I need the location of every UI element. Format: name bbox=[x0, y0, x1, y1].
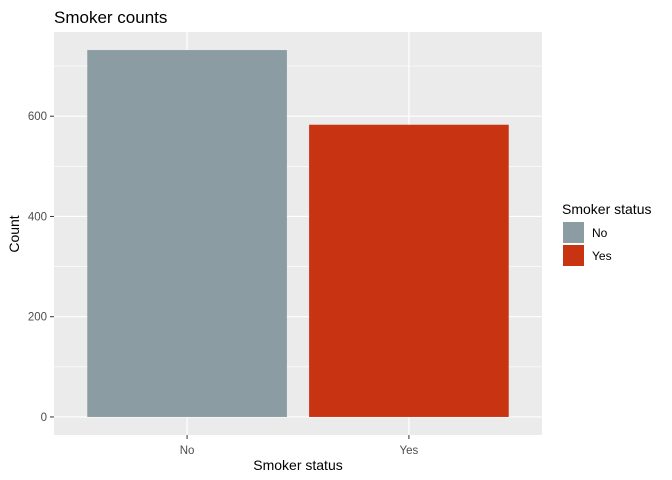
y-tick-label: 200 bbox=[28, 312, 47, 324]
legend-key-yes bbox=[563, 245, 584, 266]
x-tick-label: Yes bbox=[400, 445, 419, 457]
legend-key-no bbox=[563, 222, 584, 243]
chart-title: Smoker counts bbox=[54, 8, 167, 27]
y-axis-title: Count bbox=[6, 215, 22, 252]
bar-yes bbox=[309, 124, 509, 417]
y-tick-label: 0 bbox=[41, 412, 47, 424]
x-axis-title: Smoker status bbox=[253, 457, 342, 473]
y-axis: 0 200 400 600 bbox=[28, 111, 54, 424]
x-tick-label: No bbox=[180, 445, 195, 457]
legend-label-no: No bbox=[592, 226, 608, 240]
bars bbox=[87, 50, 509, 417]
x-axis: No Yes bbox=[180, 435, 419, 457]
legend: Smoker status No Yes bbox=[562, 201, 651, 266]
y-tick-label: 400 bbox=[28, 211, 47, 223]
bar-no bbox=[87, 50, 287, 417]
legend-title: Smoker status bbox=[562, 201, 651, 217]
y-tick-label: 600 bbox=[28, 111, 47, 123]
legend-label-yes: Yes bbox=[592, 249, 612, 263]
